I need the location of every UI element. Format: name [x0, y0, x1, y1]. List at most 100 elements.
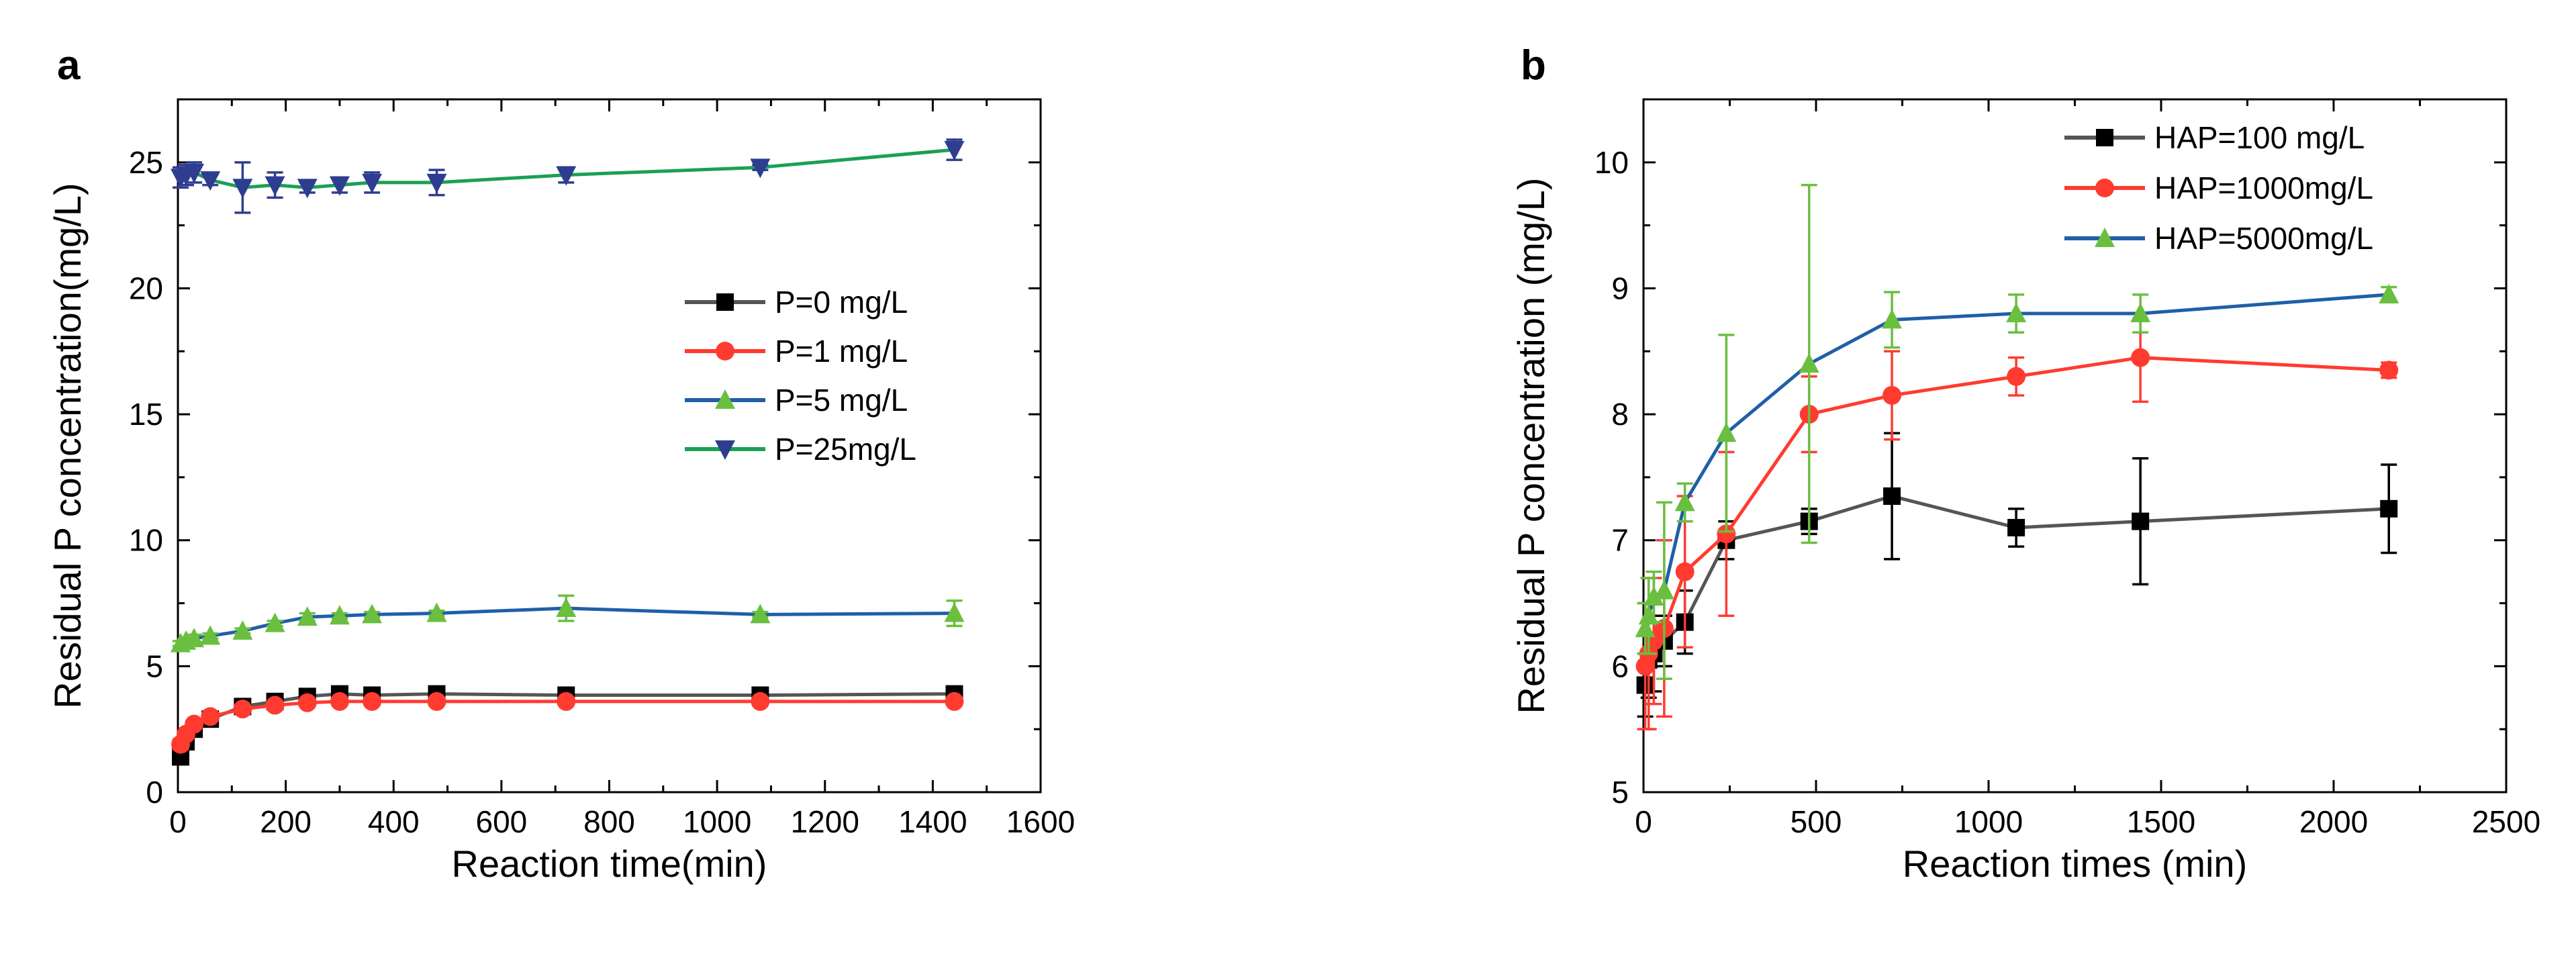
data-point: [265, 695, 285, 715]
data-point: [297, 693, 317, 712]
data-point: [2006, 302, 2027, 322]
y-tick-label: 8: [1611, 397, 1629, 432]
data-point: [200, 171, 221, 191]
data-point: [297, 606, 318, 626]
data-point: [2007, 518, 2025, 536]
data-point: [556, 597, 577, 618]
data-point: [1635, 618, 1656, 638]
data-point: [1882, 385, 1902, 405]
data-point: [426, 173, 447, 193]
x-tick-label: 500: [1791, 804, 1842, 839]
legend-label: HAP=5000mg/L: [2154, 221, 2373, 256]
data-point: [2380, 499, 2398, 518]
data-point: [2130, 302, 2151, 322]
data-point: [329, 605, 350, 625]
x-tick-label: 400: [368, 804, 420, 839]
series-2: [171, 594, 965, 653]
data-point: [556, 166, 577, 186]
x-tick-label: 0: [1635, 804, 1652, 839]
x-tick-label: 2000: [2299, 804, 2368, 839]
legend-label: P=5 mg/L: [775, 383, 908, 418]
data-point: [200, 625, 221, 645]
x-tick-label: 1500: [2127, 804, 2195, 839]
data-point: [184, 163, 205, 183]
legend-marker: [715, 389, 735, 409]
data-point: [362, 173, 383, 193]
data-point: [232, 620, 253, 640]
legend-marker: [2095, 228, 2115, 247]
x-axis-title: Reaction times (min): [1903, 843, 2247, 885]
data-point: [557, 691, 576, 711]
legend-label: P=0 mg/L: [775, 285, 908, 320]
y-tick-label: 20: [129, 271, 163, 305]
x-tick-label: 2500: [2472, 804, 2540, 839]
y-tick-label: 6: [1611, 649, 1629, 683]
data-point: [1799, 353, 1819, 373]
data-point: [751, 691, 770, 711]
data-point: [1674, 491, 1695, 512]
data-point: [2379, 283, 2399, 303]
x-tick-label: 1400: [898, 804, 967, 839]
x-tick-label: 200: [260, 804, 312, 839]
series-3: [171, 138, 965, 214]
series-1: [171, 691, 964, 754]
legend-label: P=1 mg/L: [775, 334, 908, 369]
data-point: [330, 691, 349, 711]
data-point: [1883, 487, 1901, 506]
legend: P=0 mg/L P=1 mg/L P=5 mg/L P=25mg/L: [685, 285, 916, 467]
data-point: [201, 707, 220, 726]
data-point: [2007, 367, 2026, 386]
data-point: [2379, 361, 2399, 380]
y-tick-label: 5: [1611, 775, 1629, 810]
chart-panel-a: 0 200 400 600 800 1000 1200 1400 1600 0 5 10 15 20 25 R…: [46, 42, 1075, 885]
data-point: [2132, 512, 2150, 530]
data-point: [945, 691, 964, 711]
data-point: [750, 158, 771, 179]
legend-marker: [2095, 179, 2114, 197]
data-point: [750, 604, 771, 624]
y-tick-label: 25: [129, 145, 163, 180]
data-point: [233, 700, 252, 719]
data-point: [1717, 524, 1736, 544]
data-point: [944, 141, 965, 161]
x-axis-title: Reaction time(min): [452, 843, 767, 885]
data-point: [1654, 579, 1674, 599]
legend-label: P=25mg/L: [775, 432, 916, 467]
data-point: [427, 691, 446, 711]
data-point: [1643, 586, 1664, 606]
panel-label: b: [1521, 42, 1546, 89]
legend-marker: [716, 293, 734, 311]
x-tick-label: 1000: [683, 804, 751, 839]
y-tick-label: 10: [1594, 145, 1629, 180]
data-point: [1716, 422, 1737, 442]
legend-marker: [716, 342, 734, 361]
data-point: [185, 714, 204, 734]
series-0: [1636, 432, 2398, 718]
y-axis-title: Residual P concentration (mg/L): [1510, 178, 1552, 714]
x-tick-label: 1200: [791, 804, 859, 839]
data-point: [944, 602, 965, 622]
data-point: [265, 176, 285, 196]
plot-frame: [1642, 98, 2508, 794]
y-tick-label: 7: [1611, 523, 1629, 558]
data-point: [426, 602, 447, 622]
data-point: [1675, 562, 1695, 581]
legend-label: HAP=1000mg/L: [2154, 171, 2373, 205]
y-tick-label: 0: [146, 775, 163, 810]
x-tick-label: 0: [169, 804, 187, 839]
y-tick-label: 5: [146, 649, 163, 683]
data-point: [2131, 348, 2150, 367]
data-point: [362, 604, 383, 624]
y-tick-label: 10: [129, 523, 163, 558]
data-point: [184, 628, 205, 648]
series-2: [1635, 183, 2399, 680]
legend-label: HAP=100 mg/L: [2154, 120, 2365, 155]
panel-label: a: [57, 42, 81, 89]
y-tick-label: 15: [129, 397, 163, 432]
chart-panel-b: 0 500 1000 1500 2000 2500 5 6 7 8 9 10 Reaction time…: [1510, 42, 2540, 885]
legend-marker: [715, 440, 735, 460]
x-tick-label: 1600: [1006, 804, 1075, 839]
data-point: [232, 179, 253, 199]
data-point: [1882, 309, 1903, 329]
